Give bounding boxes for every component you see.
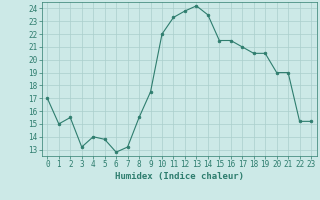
X-axis label: Humidex (Indice chaleur): Humidex (Indice chaleur) bbox=[115, 172, 244, 181]
